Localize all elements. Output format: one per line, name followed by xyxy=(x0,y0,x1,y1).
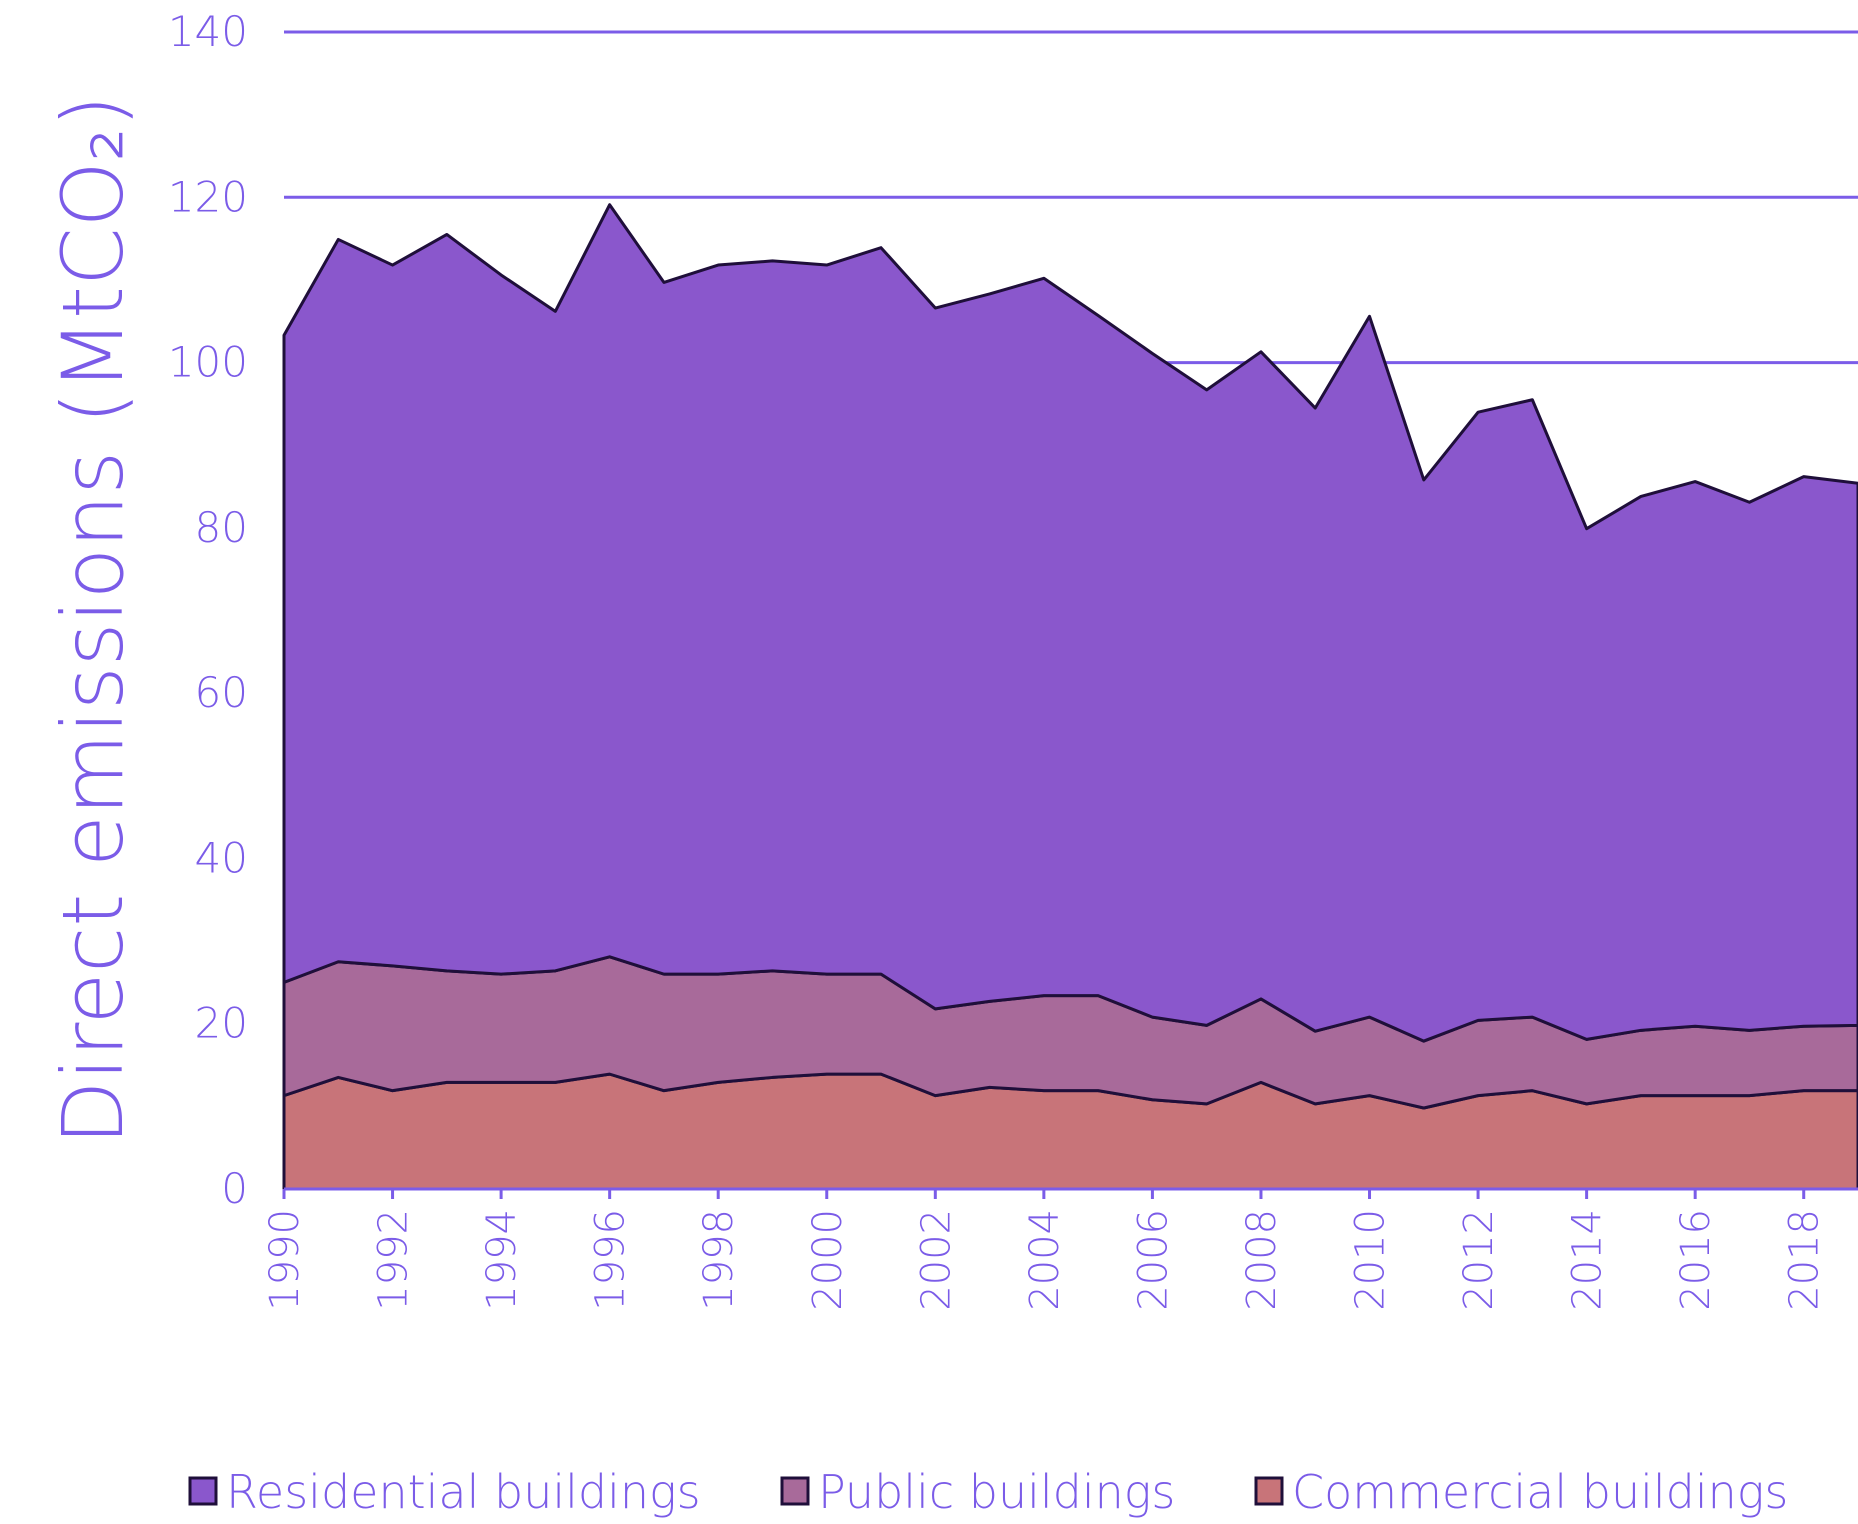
y-tick-label: 40 xyxy=(195,833,248,882)
y-tick-label: 60 xyxy=(195,668,248,717)
x-tick-label: 2010 xyxy=(1348,1209,1394,1311)
x-tick-label: 2004 xyxy=(1022,1209,1068,1311)
x-tick-label: 2006 xyxy=(1130,1209,1176,1311)
x-tick-label: 2014 xyxy=(1565,1209,1611,1311)
y-tick-label: 20 xyxy=(195,999,248,1048)
y-axis-title: Direct emissions (MtCO₂) xyxy=(44,95,142,1145)
legend-swatch xyxy=(780,1476,810,1506)
x-tick-label: 2000 xyxy=(805,1209,851,1311)
x-tick-label: 2016 xyxy=(1673,1209,1719,1311)
y-tick-label: 100 xyxy=(168,338,248,387)
y-tick-label: 80 xyxy=(195,503,248,552)
legend-swatch xyxy=(188,1476,218,1506)
legend-label: Residential buildings xyxy=(226,1465,701,1519)
y-tick-label: 120 xyxy=(168,172,248,221)
x-tick-label: 1992 xyxy=(371,1209,417,1311)
x-tick-label: 2002 xyxy=(913,1209,959,1311)
x-tick-label: 1996 xyxy=(588,1209,634,1311)
area xyxy=(282,203,1858,1043)
x-tick-label: 2012 xyxy=(1456,1209,1502,1311)
y-tick-label: 0 xyxy=(221,1164,248,1213)
x-tick-label: 2008 xyxy=(1239,1209,1285,1311)
x-tick-label: 2018 xyxy=(1782,1209,1828,1311)
legend-swatch xyxy=(1254,1476,1284,1506)
x-tick-label: 1994 xyxy=(479,1209,525,1311)
y-tick-label: 140 xyxy=(168,7,248,56)
x-tick-label: 1990 xyxy=(262,1209,308,1311)
legend-label: Commercial buildings xyxy=(1292,1465,1788,1519)
x-tick-label: 1998 xyxy=(696,1209,742,1311)
legend-label: Public buildings xyxy=(818,1465,1175,1519)
